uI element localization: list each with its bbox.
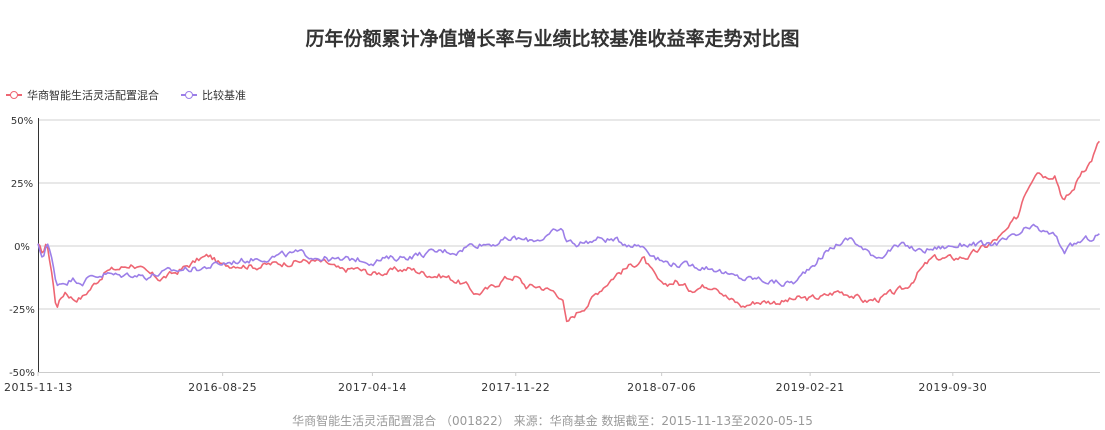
legend-item-fund[interactable]: 华商智能生活灵活配置混合 <box>6 87 159 103</box>
y-tick-label: -25% <box>9 305 35 316</box>
x-tick-label: 2016-08-25 <box>188 381 257 394</box>
grid-lines <box>38 119 1100 310</box>
y-tick-label: 50% <box>11 116 33 127</box>
y-tick-label: 25% <box>11 179 33 190</box>
legend-item-benchmark[interactable]: 比较基准 <box>181 87 246 103</box>
series-line-fund <box>37 140 1101 323</box>
x-tick-label: 2018-07-06 <box>627 381 696 394</box>
series-lines <box>37 140 1101 323</box>
x-tick-label: 2015-11-13 <box>4 381 73 394</box>
line-chart: 50%25%0%-25%-50% 2015-11-13 2016-08-25 201… <box>4 116 1101 394</box>
x-axis-ticks: 2015-11-13 2016-08-25 2017-04-14 2017-11-22… <box>4 372 987 394</box>
chart-title: 历年份额累计净值增长率与业绩比较基准收益率走势对比图 <box>305 28 800 50</box>
legend-label-benchmark: 比较基准 <box>202 89 246 102</box>
y-tick-label: -50% <box>9 368 35 379</box>
x-tick-label: 2019-02-21 <box>776 381 845 394</box>
legend-marker-benchmark <box>181 89 197 101</box>
y-axis-ticks: 50% 25% 0% -25% -50% <box>9 116 35 379</box>
chart-legend: 华商智能生活灵活配置混合 比较基准 <box>6 87 268 103</box>
chart-footer: 华商智能生活灵活配置混合 （001822） 来源：华商基金 数据截至：2015-… <box>292 414 813 428</box>
x-tick-label: 2017-11-22 <box>481 381 550 394</box>
series-line-benchmark <box>37 223 1100 287</box>
y-tick-label: 0% <box>14 242 30 253</box>
x-tick-label: 2017-04-14 <box>338 381 407 394</box>
x-tick-label: 2019-09-30 <box>918 381 987 394</box>
legend-marker-fund <box>6 89 22 101</box>
legend-label-fund: 华商智能生活灵活配置混合 <box>27 89 159 102</box>
